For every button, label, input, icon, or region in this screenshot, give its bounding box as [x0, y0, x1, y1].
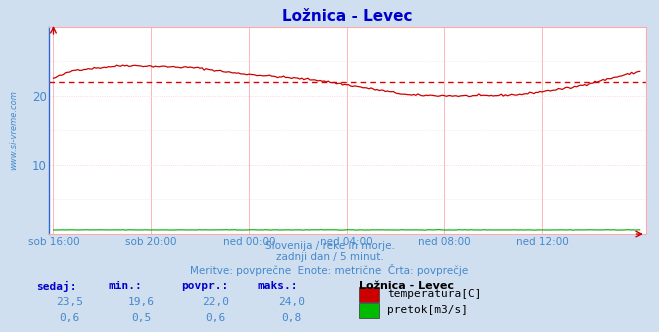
Text: povpr.:: povpr.: — [181, 281, 229, 290]
Text: 19,6: 19,6 — [129, 297, 155, 307]
Text: Meritve: povprečne  Enote: metrične  Črta: povprečje: Meritve: povprečne Enote: metrične Črta:… — [190, 264, 469, 276]
Text: www.si-vreme.com: www.si-vreme.com — [9, 90, 18, 170]
Title: Ložnica - Levec: Ložnica - Levec — [282, 9, 413, 24]
Text: maks.:: maks.: — [257, 281, 297, 290]
Text: pretok[m3/s]: pretok[m3/s] — [387, 305, 468, 315]
Text: min.:: min.: — [109, 281, 142, 290]
Text: 0,8: 0,8 — [281, 313, 301, 323]
Text: 23,5: 23,5 — [56, 297, 82, 307]
Text: 22,0: 22,0 — [202, 297, 229, 307]
Text: Slovenija / reke in morje.: Slovenija / reke in morje. — [264, 241, 395, 251]
Text: sedaj:: sedaj: — [36, 281, 76, 291]
Text: 0,6: 0,6 — [206, 313, 225, 323]
Text: 0,6: 0,6 — [59, 313, 79, 323]
Text: zadnji dan / 5 minut.: zadnji dan / 5 minut. — [275, 252, 384, 262]
Text: Ložnica - Levec: Ložnica - Levec — [359, 281, 454, 290]
Text: 24,0: 24,0 — [278, 297, 304, 307]
Text: temperatura[C]: temperatura[C] — [387, 290, 481, 299]
Text: 0,5: 0,5 — [132, 313, 152, 323]
